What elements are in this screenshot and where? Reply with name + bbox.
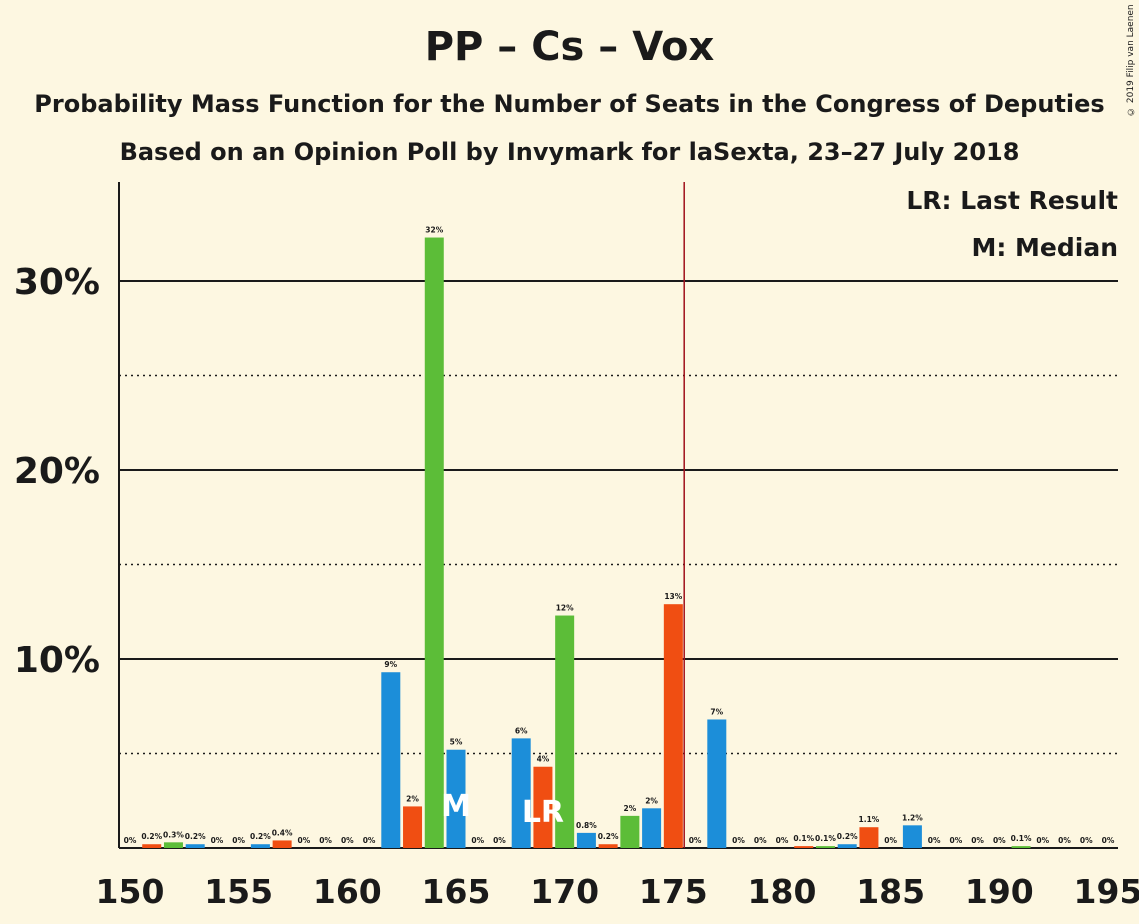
y-tick-label: 30% — [14, 262, 100, 303]
bar-value-label: 1.2% — [902, 813, 923, 822]
y-tick-label: 20% — [14, 451, 100, 492]
bar-seat-162 — [381, 672, 401, 848]
bar-value-label: 0.4% — [272, 828, 293, 837]
bar-value-label: 0.2% — [598, 832, 619, 841]
bar-value-label: 0% — [1058, 836, 1071, 845]
bar-value-label: 0.8% — [576, 821, 597, 830]
bar-value-label: 0.1% — [1011, 834, 1032, 843]
bar-value-label: 0.2% — [185, 832, 206, 841]
bar-value-label: 9% — [384, 660, 397, 669]
median-marker: M — [441, 789, 471, 824]
x-tick-label: 165 — [422, 872, 491, 911]
x-tick-label: 185 — [856, 872, 925, 911]
legend-last-result: LR: Last Result — [906, 186, 1118, 215]
bar-value-label: 7% — [710, 707, 723, 716]
chart-subtitle: Probability Mass Function for the Number… — [34, 90, 1105, 118]
bar-value-label: 1.1% — [859, 815, 880, 824]
x-tick-label: 195 — [1074, 872, 1139, 911]
bar-seat-151 — [142, 844, 162, 848]
bar-value-label: 0.3% — [163, 830, 184, 839]
bar-seat-170 — [555, 615, 575, 848]
bar-seat-177 — [707, 719, 727, 848]
bar-seat-182 — [815, 846, 835, 848]
bar-value-label: 0% — [754, 836, 767, 845]
x-tick-label: 160 — [313, 872, 382, 911]
bar-seat-163 — [403, 806, 423, 848]
bar-seat-169 — [533, 766, 553, 848]
bar-seat-172 — [598, 844, 618, 848]
bar-seat-152 — [163, 842, 183, 848]
bar-seat-173 — [620, 815, 640, 848]
bar-seat-183 — [837, 844, 857, 848]
bar-value-label: 0% — [124, 836, 137, 845]
bar-value-label: 0% — [211, 836, 224, 845]
bar-seat-165 — [446, 749, 466, 848]
bar-value-label: 0% — [297, 836, 310, 845]
bar-value-label: 5% — [450, 738, 463, 747]
bar-value-label: 0% — [776, 836, 789, 845]
bar-value-label: 0% — [971, 836, 984, 845]
bar-value-label: 32% — [425, 226, 443, 235]
bar-value-label: 0% — [341, 836, 354, 845]
bar-value-label: 0.2% — [250, 832, 271, 841]
bar-value-label: 0.2% — [141, 832, 162, 841]
bar-value-label: 0.2% — [837, 832, 858, 841]
bar-value-label: 6% — [515, 726, 528, 735]
bar-value-label: 0.1% — [793, 834, 814, 843]
bar-value-label: 0% — [949, 836, 962, 845]
bar-value-label: 0% — [319, 836, 332, 845]
x-tick-label: 150 — [96, 872, 165, 911]
bar-value-label: 0% — [471, 836, 484, 845]
x-tick-label: 170 — [530, 872, 599, 911]
bar-value-label: 0% — [1102, 836, 1115, 845]
bar-seat-191 — [1011, 846, 1031, 848]
x-tick-label: 190 — [965, 872, 1034, 911]
bar-seat-153 — [185, 844, 205, 848]
bar-seat-175 — [663, 604, 683, 848]
last-result-marker: LR — [522, 795, 564, 830]
bar-value-label: 0% — [1036, 836, 1049, 845]
bar-value-label: 2% — [623, 804, 636, 813]
legend-median: M: Median — [971, 233, 1118, 262]
bar-value-label: 0% — [232, 836, 245, 845]
bar-value-label: 0% — [884, 836, 897, 845]
bar-value-label: 0% — [363, 836, 376, 845]
bar-value-label: 2% — [645, 796, 658, 805]
bar-value-label: 0% — [928, 836, 941, 845]
bar-value-label: 0.1% — [815, 834, 836, 843]
chart-source-line: Based on an Opinion Poll by Invymark for… — [119, 138, 1020, 166]
bar-seat-181 — [794, 846, 814, 848]
bar-seat-157 — [272, 840, 292, 848]
bar-seat-168 — [511, 738, 531, 848]
x-tick-label: 155 — [204, 872, 273, 911]
bar-value-label: 13% — [664, 592, 682, 601]
y-tick-label: 10% — [14, 640, 100, 681]
bar-seat-171 — [576, 832, 596, 848]
bar-value-label: 0% — [689, 836, 702, 845]
bar-seat-174 — [642, 808, 662, 848]
x-tick-label: 180 — [748, 872, 817, 911]
bar-value-label: 0% — [1080, 836, 1093, 845]
bar-value-label: 0% — [993, 836, 1006, 845]
bar-value-label: 0% — [732, 836, 745, 845]
bar-value-label: 0% — [493, 836, 506, 845]
x-tick-label: 175 — [639, 872, 708, 911]
bar-seat-186 — [902, 825, 922, 848]
bar-value-label: 4% — [537, 755, 550, 764]
bar-value-label: 12% — [556, 604, 574, 613]
bar-seat-164 — [424, 237, 444, 848]
chart-title: PP – Cs – Vox — [424, 24, 715, 70]
bar-seat-156 — [250, 844, 270, 848]
bar-value-label: 2% — [406, 794, 419, 803]
bar-seat-184 — [859, 827, 879, 848]
